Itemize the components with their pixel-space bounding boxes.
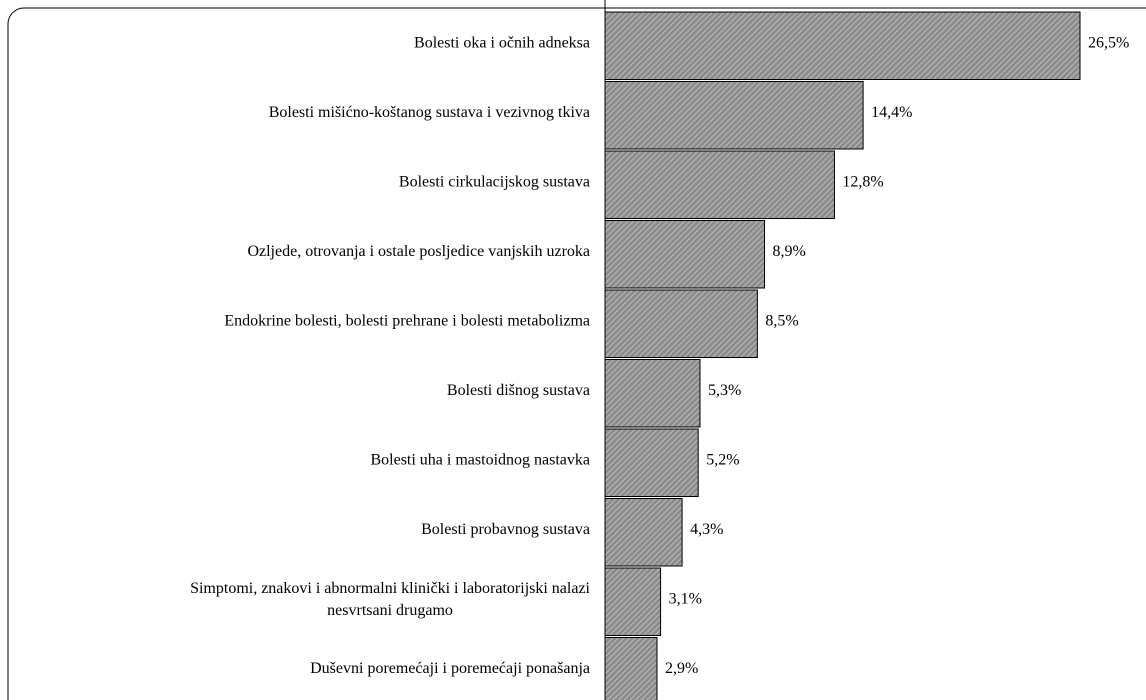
category-label: Bolesti dišnog sustava: [447, 382, 590, 399]
value-label: 12,8%: [842, 173, 883, 190]
value-label: 26,5%: [1088, 34, 1129, 51]
value-label: 5,2%: [706, 451, 739, 468]
value-label: 8,5%: [765, 312, 798, 329]
value-label: 8,9%: [773, 243, 806, 260]
value-label: 5,3%: [708, 382, 741, 399]
bar: [604, 567, 662, 636]
value-label: 3,1%: [669, 590, 702, 607]
category-label: Bolesti cirkulacijskog sustava: [399, 173, 590, 190]
bar: [604, 81, 864, 150]
bar: [604, 289, 758, 358]
bar: [604, 359, 701, 428]
bar: [604, 637, 658, 700]
bar: [604, 11, 1081, 80]
category-label: Simptomi, znakovi i abnormalni klinički …: [190, 579, 590, 618]
bar: [604, 498, 683, 567]
value-label: 14,4%: [871, 104, 912, 121]
bar: [604, 220, 766, 289]
category-label: Endokrine bolesti, bolesti prehrane i bo…: [224, 312, 590, 329]
category-label: Bolesti uha i mastoidnog nastavka: [370, 451, 590, 468]
bar: [604, 428, 699, 497]
bar: [604, 150, 835, 219]
category-label: Bolesti oka i očnih adneksa: [414, 34, 590, 51]
value-label: 4,3%: [690, 521, 723, 538]
category-label: Bolesti probavnog sustava: [421, 521, 590, 538]
category-label: Ozljede, otrovanja i ostale posljedice v…: [247, 243, 590, 260]
category-label: Bolesti mišićno-koštanog sustava i veziv…: [269, 104, 590, 121]
frame: [7, 7, 1146, 700]
category-label: Duševni poremećaji i poremećaji ponašanj…: [310, 660, 590, 677]
value-label: 2,9%: [665, 660, 698, 677]
